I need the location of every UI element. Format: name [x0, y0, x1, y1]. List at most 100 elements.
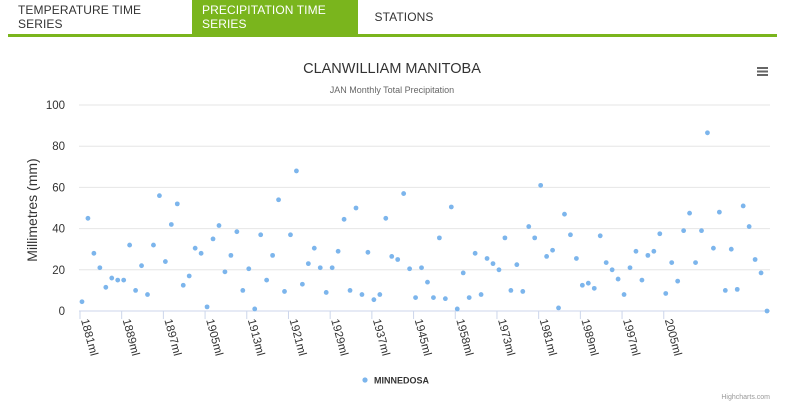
data-point[interactable]: [365, 249, 371, 255]
data-point[interactable]: [574, 256, 579, 261]
data-point[interactable]: [657, 231, 663, 237]
tab-stations[interactable]: STATIONS: [374, 10, 434, 24]
data-point[interactable]: [478, 292, 484, 297]
data-point[interactable]: [294, 168, 299, 174]
data-point[interactable]: [526, 224, 532, 229]
data-point[interactable]: [109, 275, 115, 281]
data-point[interactable]: [752, 257, 758, 262]
data-point[interactable]: [270, 252, 275, 258]
data-point[interactable]: [103, 284, 109, 290]
data-point[interactable]: [395, 257, 401, 262]
data-point[interactable]: [305, 261, 311, 267]
data-point[interactable]: [448, 204, 454, 210]
data-point[interactable]: [728, 246, 734, 252]
data-point[interactable]: [508, 288, 514, 293]
data-point[interactable]: [222, 269, 228, 275]
tab-precipitation-time-series[interactable]: PRECIPITATION TIME SERIES: [192, 0, 358, 34]
data-point[interactable]: [425, 279, 430, 285]
data-point[interactable]: [496, 267, 502, 273]
data-point[interactable]: [198, 250, 204, 256]
data-point[interactable]: [442, 296, 448, 302]
data-point[interactable]: [740, 203, 746, 209]
data-point[interactable]: [288, 232, 293, 238]
data-point[interactable]: [91, 250, 97, 256]
data-point[interactable]: [734, 286, 740, 292]
data-point[interactable]: [252, 306, 258, 312]
data-point[interactable]: [79, 299, 85, 305]
data-point[interactable]: [264, 277, 270, 283]
data-point[interactable]: [157, 193, 162, 199]
data-point[interactable]: [383, 215, 389, 221]
data-point[interactable]: [609, 267, 615, 273]
data-point[interactable]: [311, 245, 317, 251]
data-point[interactable]: [186, 273, 192, 279]
data-point[interactable]: [585, 280, 591, 286]
data-point[interactable]: [353, 205, 359, 211]
data-point[interactable]: [615, 276, 621, 282]
data-point[interactable]: [544, 254, 550, 259]
data-point[interactable]: [282, 289, 287, 294]
data-point[interactable]: [121, 277, 127, 283]
data-point[interactable]: [699, 228, 704, 234]
data-point[interactable]: [210, 236, 216, 242]
data-point[interactable]: [705, 130, 710, 136]
data-point[interactable]: [85, 215, 91, 221]
data-point[interactable]: [139, 263, 144, 269]
data-point[interactable]: [681, 228, 687, 234]
data-point[interactable]: [145, 292, 150, 297]
data-point[interactable]: [246, 266, 252, 272]
data-point[interactable]: [502, 235, 508, 241]
data-point[interactable]: [675, 278, 681, 284]
data-point[interactable]: [562, 211, 567, 217]
chart-menu-button[interactable]: [753, 63, 772, 79]
data-point[interactable]: [341, 216, 347, 222]
data-point[interactable]: [133, 288, 138, 293]
data-point[interactable]: [216, 223, 222, 228]
data-point[interactable]: [276, 197, 281, 203]
data-point[interactable]: [550, 247, 555, 253]
data-point[interactable]: [371, 297, 377, 303]
data-point[interactable]: [639, 277, 645, 283]
data-point[interactable]: [520, 289, 526, 294]
data-point[interactable]: [746, 224, 752, 229]
data-point[interactable]: [484, 256, 490, 261]
data-point[interactable]: [663, 291, 669, 296]
data-point[interactable]: [419, 265, 424, 271]
data-point[interactable]: [758, 270, 764, 276]
data-point[interactable]: [204, 304, 210, 310]
data-point[interactable]: [532, 235, 538, 241]
data-point[interactable]: [651, 248, 657, 254]
data-point[interactable]: [162, 259, 168, 264]
data-point[interactable]: [669, 260, 675, 265]
data-point[interactable]: [115, 277, 121, 283]
data-point[interactable]: [377, 292, 383, 297]
data-point[interactable]: [151, 242, 156, 248]
data-point[interactable]: [258, 232, 264, 238]
data-point[interactable]: [466, 295, 472, 301]
legend-item-minnedosa[interactable]: MINNEDOSA: [362, 376, 430, 386]
data-point[interactable]: [490, 261, 496, 267]
data-point[interactable]: [192, 245, 198, 251]
data-point[interactable]: [180, 282, 186, 288]
data-point[interactable]: [591, 285, 597, 291]
data-point[interactable]: [359, 292, 365, 297]
data-point[interactable]: [722, 288, 728, 293]
data-point[interactable]: [603, 260, 609, 265]
data-point[interactable]: [168, 222, 174, 227]
data-point[interactable]: [228, 252, 234, 258]
data-point[interactable]: [174, 201, 180, 207]
data-point[interactable]: [240, 288, 246, 293]
data-point[interactable]: [323, 290, 329, 295]
data-point[interactable]: [299, 281, 305, 287]
data-point[interactable]: [645, 252, 651, 258]
data-point[interactable]: [514, 262, 520, 268]
data-point[interactable]: [436, 235, 442, 241]
data-point[interactable]: [347, 288, 353, 293]
data-point[interactable]: [413, 295, 418, 301]
data-point[interactable]: [716, 209, 722, 215]
data-point[interactable]: [127, 242, 133, 248]
data-point[interactable]: [538, 182, 544, 188]
data-point[interactable]: [317, 265, 323, 271]
data-point[interactable]: [335, 248, 341, 254]
data-point[interactable]: [597, 233, 603, 239]
